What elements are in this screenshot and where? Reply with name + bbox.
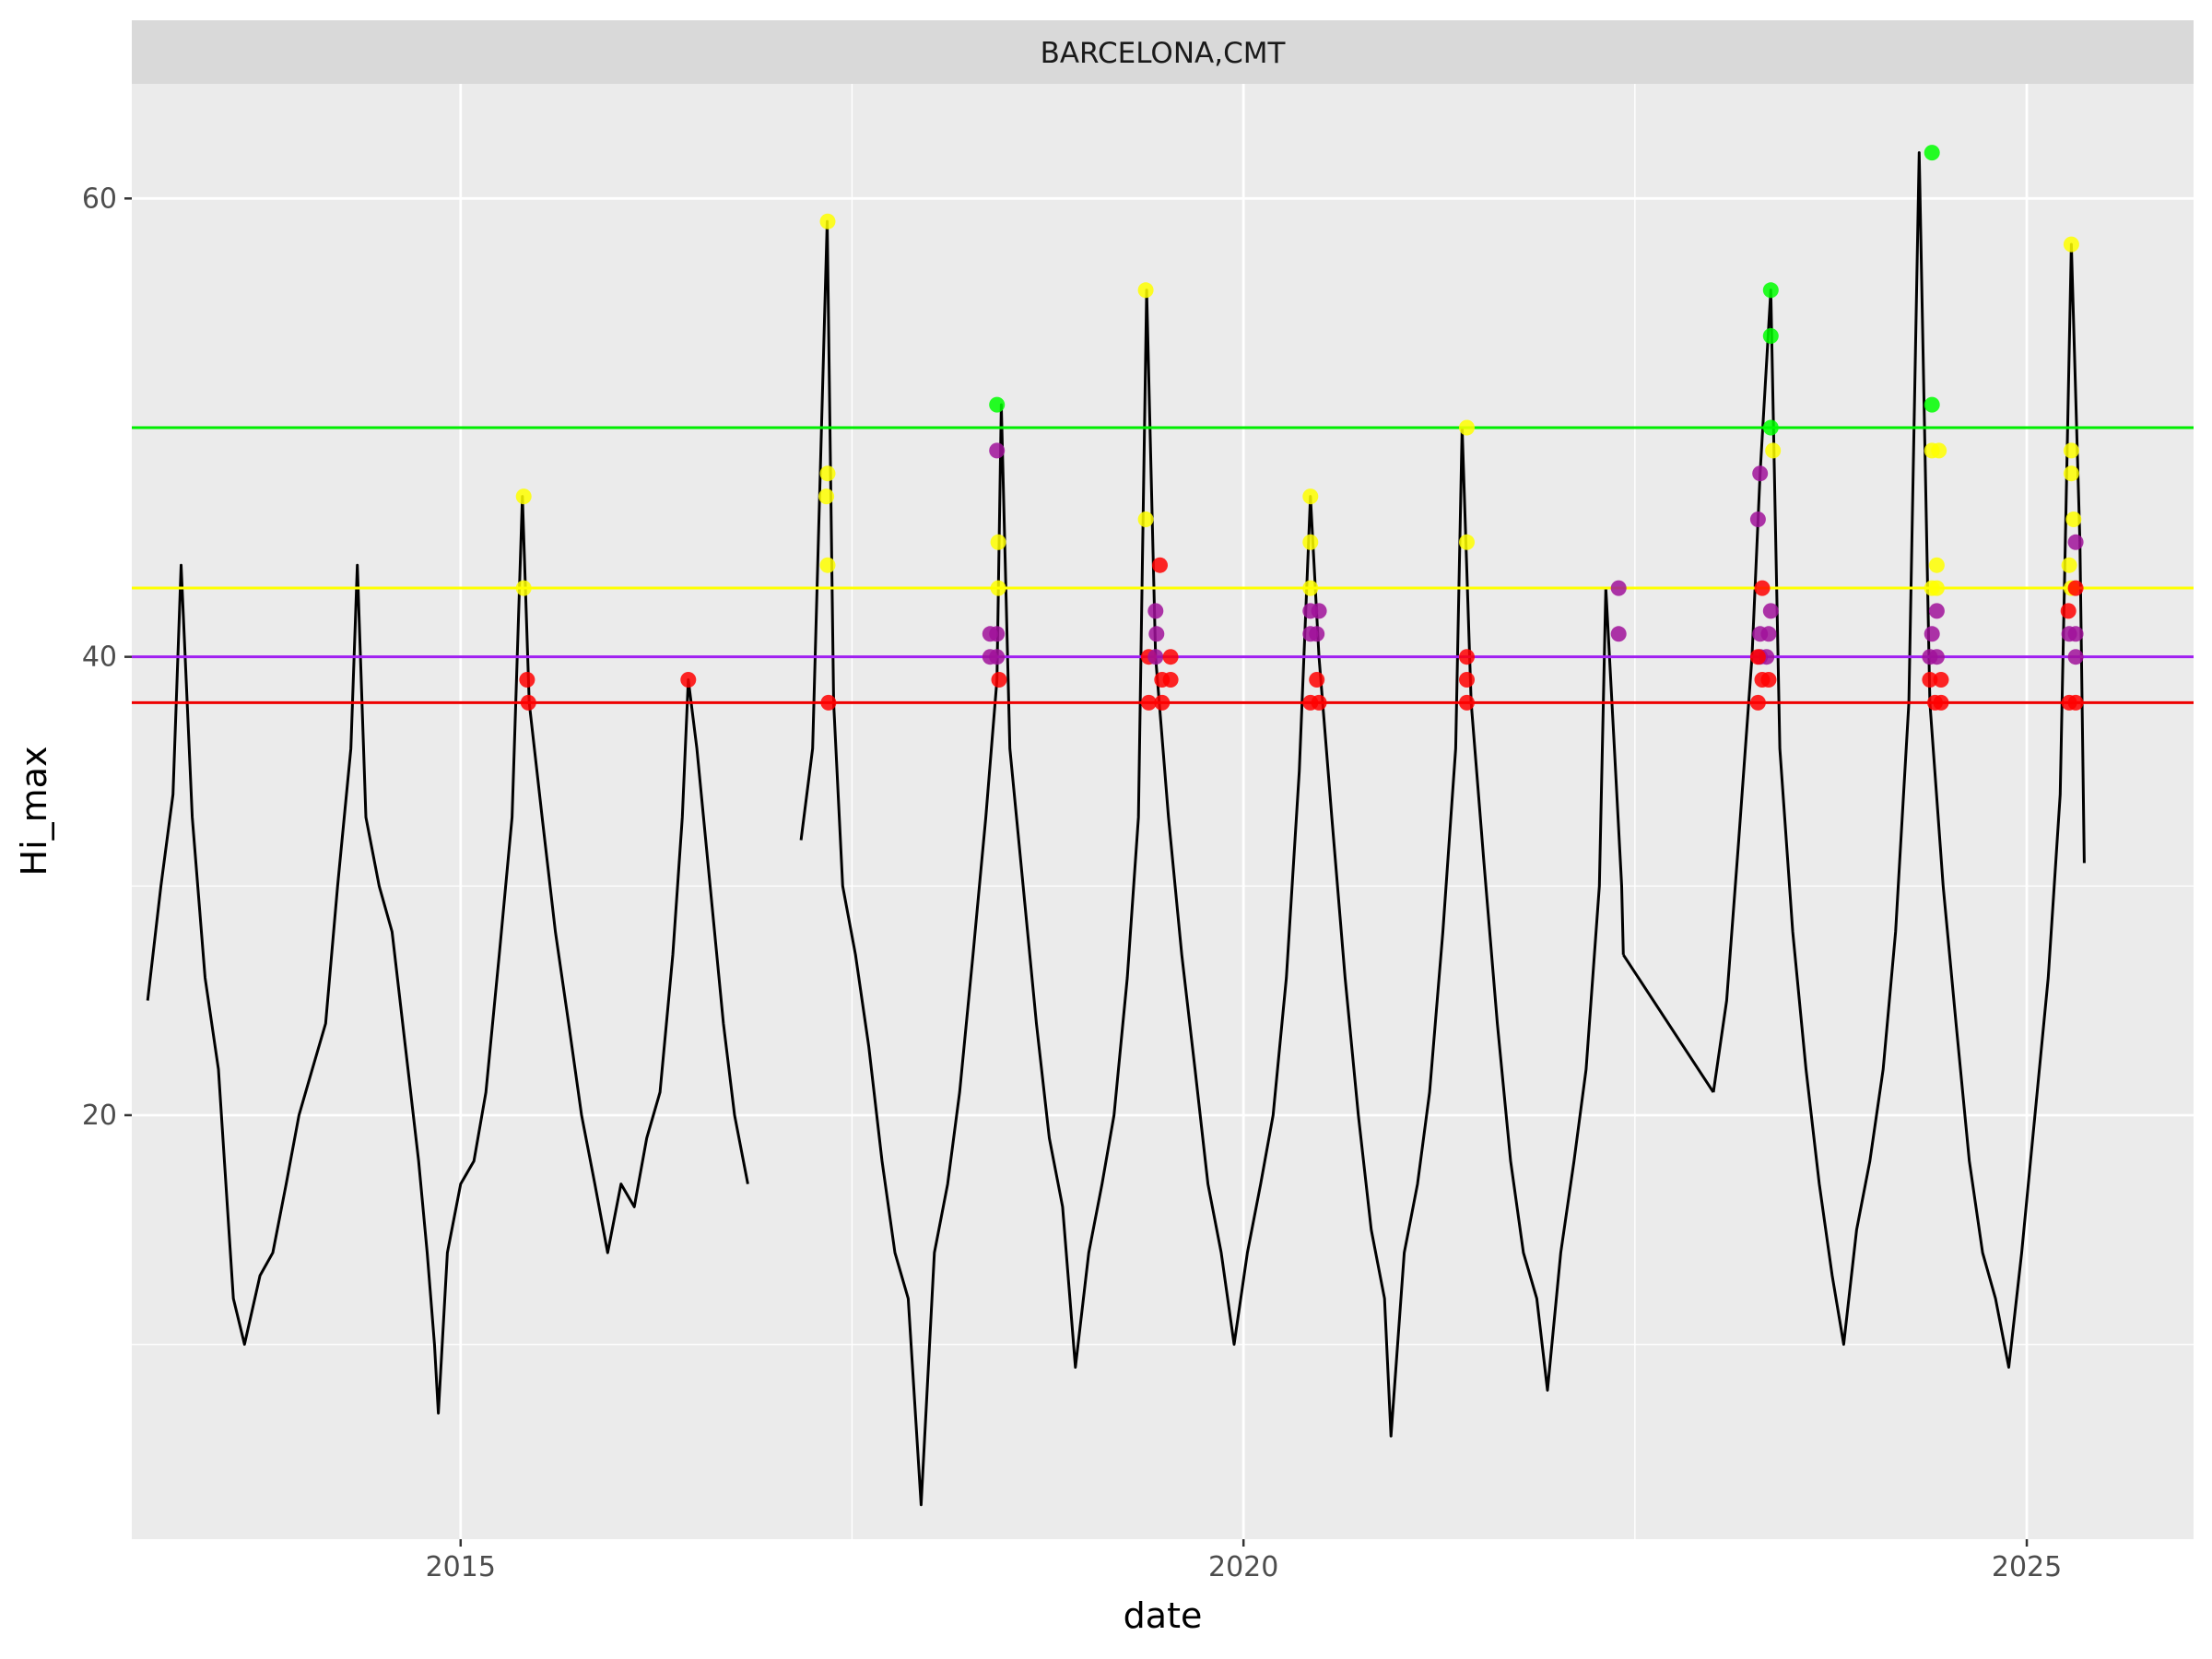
data-point — [1760, 672, 1777, 688]
data-point — [990, 580, 1006, 596]
series-line — [1622, 954, 1715, 1093]
data-point — [1762, 603, 1779, 619]
data-point — [1311, 603, 1327, 619]
data-point — [1311, 694, 1327, 711]
data-point — [991, 672, 1007, 688]
data-point — [1309, 626, 1325, 642]
x-axis-title: date — [1124, 1595, 1203, 1636]
data-point — [2060, 603, 2077, 619]
data-point — [1140, 694, 1157, 711]
data-point — [1762, 282, 1779, 299]
data-point — [515, 488, 532, 505]
data-point — [520, 694, 536, 711]
data-point — [680, 672, 697, 688]
data-point — [2061, 557, 2077, 573]
data-point — [1147, 649, 1164, 665]
data-point — [2067, 580, 2084, 596]
series-line — [146, 495, 749, 1415]
data-point — [2063, 465, 2079, 482]
data-point — [1924, 626, 1940, 642]
data-point — [989, 649, 1006, 665]
exceedance-points — [515, 145, 2084, 711]
data-point — [1749, 512, 1766, 527]
data-point — [819, 557, 836, 573]
data-point — [818, 488, 835, 505]
data-point — [1928, 580, 1945, 596]
data-point — [2063, 442, 2079, 459]
data-point — [1749, 694, 1766, 711]
data-point — [2067, 626, 2084, 642]
data-point — [1924, 396, 1940, 413]
y-tick-label: 40 — [82, 641, 117, 674]
data-point — [1459, 672, 1475, 688]
data-point — [1459, 649, 1475, 665]
data-point — [1459, 534, 1475, 550]
data-point — [1928, 557, 1945, 573]
x-tick-label: 2020 — [1208, 1551, 1278, 1583]
y-tick-label: 20 — [82, 1100, 117, 1132]
series-line — [799, 219, 1625, 1507]
data-point — [1752, 465, 1769, 482]
data-point — [1309, 672, 1325, 688]
data-point — [989, 626, 1006, 642]
data-point — [989, 396, 1006, 413]
data-point — [1148, 626, 1165, 642]
data-point — [1754, 580, 1771, 596]
data-point — [1924, 145, 1940, 161]
data-point — [1152, 557, 1168, 573]
data-point — [1749, 649, 1766, 665]
data-point — [1162, 649, 1179, 665]
data-point — [1610, 626, 1627, 642]
data-point — [1922, 672, 1938, 688]
data-point — [990, 534, 1006, 550]
data-point — [989, 442, 1006, 459]
data-point — [1762, 328, 1779, 344]
data-point — [1762, 419, 1779, 436]
data-point — [1765, 442, 1782, 459]
data-point — [819, 465, 836, 482]
data-point — [820, 694, 837, 711]
data-point — [1302, 534, 1319, 550]
data-point — [1610, 580, 1627, 596]
y-tick-label: 60 — [82, 182, 117, 215]
data-point — [1931, 442, 1947, 459]
data-point — [1137, 282, 1154, 299]
data-point — [515, 580, 532, 596]
data-point — [1459, 694, 1475, 711]
x-axis: 2015 2020 2025 — [426, 1539, 2062, 1583]
data-point — [2063, 236, 2079, 253]
facet-title: BARCELONA,CMT — [1041, 37, 1287, 70]
data-point — [1760, 626, 1777, 642]
data-point — [1928, 603, 1945, 619]
data-point — [1933, 672, 1949, 688]
data-point — [1302, 488, 1319, 505]
data-point — [2065, 512, 2082, 527]
series-line-group — [146, 151, 2086, 1507]
data-point — [2067, 694, 2084, 711]
data-point — [1459, 419, 1475, 436]
plot-panel — [132, 84, 2194, 1539]
data-point — [1928, 649, 1945, 665]
x-tick-label: 2015 — [426, 1551, 496, 1583]
data-point — [1137, 512, 1154, 527]
x-tick-label: 2025 — [1992, 1551, 2062, 1583]
data-point — [819, 213, 836, 229]
data-point — [2067, 649, 2084, 665]
series-line — [1712, 151, 2086, 1369]
data-point — [1933, 694, 1949, 711]
data-point — [1162, 672, 1179, 688]
data-point — [2067, 534, 2084, 550]
data-point — [519, 672, 535, 688]
data-point — [1154, 694, 1171, 711]
data-point — [1147, 603, 1164, 619]
data-point — [1302, 580, 1319, 596]
facet-strip — [132, 20, 2194, 84]
y-axis-title: Hi_max — [14, 747, 54, 877]
y-axis: 20 40 60 — [82, 182, 132, 1132]
